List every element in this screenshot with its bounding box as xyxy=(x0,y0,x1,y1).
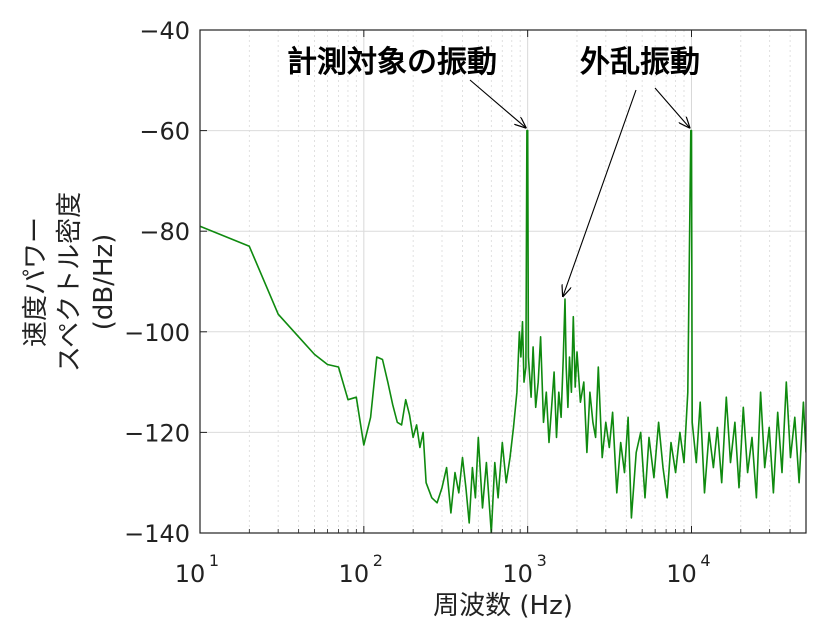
x-tick-label: 10 xyxy=(502,560,533,588)
y-axis-title-line: スペクトル密度 xyxy=(55,192,85,372)
x-tick-exponent: 3 xyxy=(537,551,547,570)
plot-frame xyxy=(199,29,807,534)
x-tick-label: 10 xyxy=(339,560,370,588)
annotation-arrow xyxy=(563,89,637,296)
annotation-arrow xyxy=(469,79,526,128)
x-axis-title: 周波数 (Hz) xyxy=(433,591,573,621)
series-layer xyxy=(200,129,806,533)
y-tick-label: −120 xyxy=(124,419,190,447)
annotation-arrow xyxy=(654,87,689,128)
annotation-label: 計測対象の振動 xyxy=(287,45,497,80)
x-tick-exponent: 2 xyxy=(373,551,383,570)
y-axis-title-line: (dB/Hz) xyxy=(89,234,119,331)
annotation-label: 外乱振動 xyxy=(580,45,700,80)
x-tick-label: 10 xyxy=(175,560,206,588)
y-tick-label: −60 xyxy=(139,118,190,146)
y-tick-label: −80 xyxy=(139,218,190,246)
y-tick-label: −100 xyxy=(124,319,190,347)
y-axis-title-group: 速度パワー スペクトル密度 (dB/Hz) xyxy=(21,192,119,372)
x-tick-label: 10 xyxy=(666,560,697,588)
x-tick-exponent: 4 xyxy=(700,551,710,570)
axis-ticks xyxy=(199,29,807,534)
y-tick-label: −140 xyxy=(124,520,190,548)
y-axis-title-line: 速度パワー xyxy=(21,217,51,347)
spectrum-line xyxy=(200,129,806,533)
x-tick-exponent: 1 xyxy=(209,551,219,570)
annotations: 計測対象の振動 外乱振動 xyxy=(287,45,700,296)
y-axis-title: 速度パワー スペクトル密度 (dB/Hz) xyxy=(21,192,119,372)
y-tick-label: −40 xyxy=(139,17,190,45)
